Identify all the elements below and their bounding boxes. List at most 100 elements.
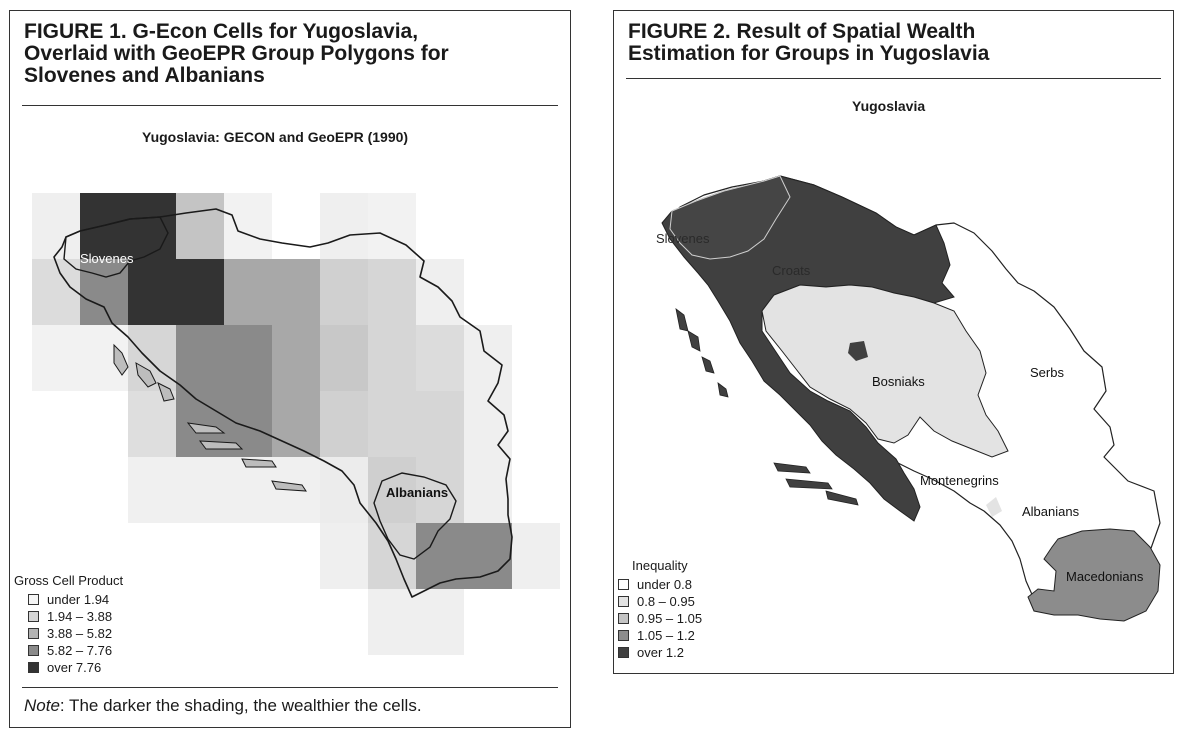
note-rule [22, 687, 558, 688]
island [717, 382, 729, 398]
island [186, 422, 226, 434]
gecon-cell [368, 523, 416, 589]
island [687, 330, 701, 352]
gecon-cell [416, 523, 464, 589]
island [675, 308, 689, 332]
albanians-label: Albanians [1022, 504, 1080, 519]
gecon-cell [224, 457, 272, 523]
gecon-cell [128, 259, 176, 325]
gecon-cell [320, 193, 368, 259]
gecon-cell [272, 259, 320, 325]
legend-swatch [618, 647, 629, 658]
island [113, 343, 129, 376]
island [135, 362, 157, 388]
slovenes-group-polygon [63, 216, 169, 278]
bosniaks-region [761, 284, 1009, 458]
legend-label: over 1.2 [637, 645, 684, 660]
gecon-cell [368, 589, 416, 655]
legend-swatch [618, 579, 629, 590]
legend-swatch [618, 613, 629, 624]
legend-swatch [618, 596, 629, 607]
gecon-cell [176, 325, 224, 391]
title-rule [22, 105, 558, 106]
legend-title: Gross Cell Product [14, 573, 124, 588]
gecon-cell [368, 391, 416, 457]
gecon-cell [320, 259, 368, 325]
legend-swatch [28, 645, 39, 656]
gecon-cell [320, 457, 368, 523]
gecon-cell [464, 523, 512, 589]
figure-2-panel: FIGURE 2. Result of Spatial Wealth Estim… [613, 10, 1174, 674]
legend-item: under 0.8 [618, 576, 702, 593]
gecon-cell [176, 457, 224, 523]
legend-label: 1.05 – 1.2 [637, 628, 695, 643]
gecon-cell [368, 193, 416, 259]
albanians-group-polygon [373, 472, 457, 560]
gecon-cell [128, 391, 176, 457]
gecon-cell [512, 523, 560, 589]
gecon-cell [464, 325, 512, 391]
croats-label: Croats [772, 263, 811, 278]
island [773, 462, 811, 474]
macedonians-label: Macedonians [1066, 569, 1144, 584]
slovenes-label: Slovenes [656, 231, 710, 246]
legend-swatch [28, 662, 39, 673]
gecon-cell [416, 457, 464, 523]
gecon-cell [80, 259, 128, 325]
gecon-cell [32, 325, 80, 391]
island [785, 478, 833, 490]
legend-label: 3.88 – 5.82 [47, 626, 113, 641]
gecon-cell [272, 325, 320, 391]
gecon-cell [32, 193, 80, 259]
island [198, 440, 244, 450]
island [241, 458, 277, 468]
title-rule [626, 78, 1161, 79]
serbs-label: Serbs [1030, 365, 1064, 380]
croats-region [661, 175, 955, 522]
figure-2-map-title: Yugoslavia [852, 98, 926, 114]
gecon-cell [368, 325, 416, 391]
legend-swatch [28, 611, 39, 622]
gecon-cell [368, 457, 416, 523]
legend-label: 1.94 – 3.88 [47, 609, 113, 624]
figure-1-title: FIGURE 1. G-Econ Cells for Yugoslavia, O… [24, 21, 544, 87]
gecon-cell [176, 193, 224, 259]
montenegrins-patch [986, 497, 1002, 517]
note-text: : The darker the shading, the wealthier … [59, 696, 422, 715]
legend-label: under 0.8 [637, 577, 692, 592]
legend-label: over 7.76 [47, 660, 102, 675]
figure-2-title: FIGURE 2. Result of Spatial Wealth Estim… [628, 21, 1148, 65]
legend-swatch [28, 594, 39, 605]
figure-1-title-line: FIGURE 1. G-Econ Cells for Yugoslavia, [24, 20, 419, 43]
gecon-cell-map: Slovenes Albanians [32, 193, 560, 655]
legend-item: under 1.94 [28, 591, 123, 608]
gecon-cell [416, 391, 464, 457]
gecon-cell [32, 259, 80, 325]
figure-1-panel: FIGURE 1. G-Econ Cells for Yugoslavia, O… [9, 10, 571, 728]
gecon-cell [272, 391, 320, 457]
legend-item: 1.05 – 1.2 [618, 627, 702, 644]
gecon-cell [416, 589, 464, 655]
gecon-cell [176, 259, 224, 325]
figure-1-map-title: Yugoslavia: GECON and GeoEPR (1990) [142, 129, 409, 145]
legend-label: 0.95 – 1.05 [637, 611, 703, 626]
legend-item: 0.95 – 1.05 [618, 610, 702, 627]
figure-2-legend: Inequality under 0.8 0.8 – 0.95 0.95 – 1… [618, 557, 702, 661]
figure-1-title-line: Slovenes and Albanians [24, 64, 265, 87]
figure-2-title-line: Estimation for Groups in Yugoslavia [628, 42, 990, 65]
gecon-cell [416, 325, 464, 391]
legend-item: over 7.76 [28, 659, 123, 676]
legend-swatch [28, 628, 39, 639]
slovenes-label: Slovenes [80, 251, 134, 266]
dark-enclave [848, 341, 868, 361]
island [271, 480, 307, 492]
montenegrins-label: Montenegrins [920, 473, 999, 488]
gecon-cell [416, 259, 464, 325]
gecon-cell [128, 193, 176, 259]
legend-item: 3.88 – 5.82 [28, 625, 123, 642]
bosniaks-label: Bosniaks [872, 374, 925, 389]
legend-item: 5.82 – 7.76 [28, 642, 123, 659]
coastal-islands [113, 343, 307, 492]
gecon-cell [224, 193, 272, 259]
coastal-islands [675, 308, 859, 506]
